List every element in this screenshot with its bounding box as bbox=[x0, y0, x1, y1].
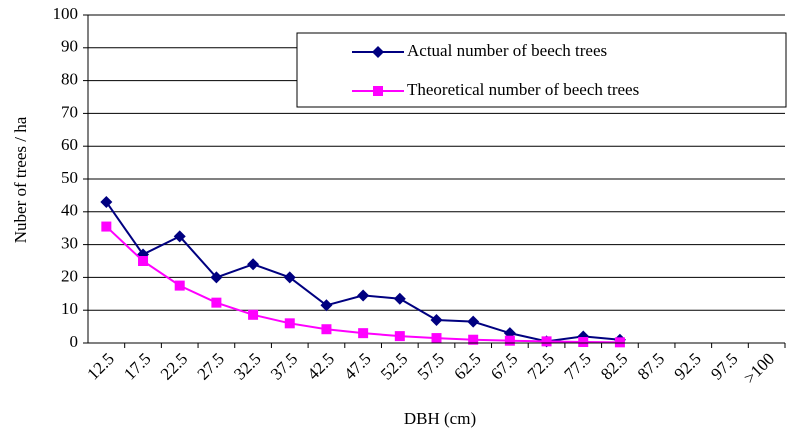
point bbox=[468, 334, 479, 345]
x-tick-label: 27.5 bbox=[194, 349, 228, 383]
x-axis-title: DBH (cm) bbox=[404, 409, 476, 428]
point bbox=[320, 299, 333, 312]
legend-label: Theoretical number of beech trees bbox=[407, 80, 639, 99]
y-tick-label: 30 bbox=[61, 234, 78, 253]
point bbox=[578, 337, 589, 348]
point bbox=[101, 221, 112, 232]
x-tick-label: 67.5 bbox=[487, 349, 521, 383]
y-tick-label: 80 bbox=[61, 70, 78, 89]
y-tick-label: 100 bbox=[53, 4, 79, 23]
point bbox=[283, 271, 296, 284]
x-tick-label: 32.5 bbox=[230, 349, 264, 383]
point bbox=[430, 314, 443, 327]
point bbox=[467, 315, 480, 328]
x-tick-label: 62.5 bbox=[450, 349, 484, 383]
x-tick-label: 12.5 bbox=[83, 349, 117, 383]
point bbox=[100, 195, 113, 208]
point bbox=[174, 280, 185, 291]
point bbox=[394, 331, 405, 342]
x-tick-label: 22.5 bbox=[157, 349, 191, 383]
point bbox=[138, 256, 149, 266]
point bbox=[211, 297, 222, 308]
x-tick-label: 52.5 bbox=[377, 349, 411, 383]
y-tick-label: 10 bbox=[61, 299, 78, 318]
legend-marker bbox=[372, 46, 384, 58]
x-tick-label: 47.5 bbox=[340, 349, 374, 383]
y-tick-label: 70 bbox=[61, 102, 78, 121]
x-tick-label: 82.5 bbox=[597, 349, 631, 383]
point bbox=[248, 309, 259, 320]
point bbox=[504, 335, 515, 346]
y-tick-label: 50 bbox=[61, 168, 78, 187]
x-tick-label: 77.5 bbox=[560, 349, 594, 383]
x-tick-label: 97.5 bbox=[707, 349, 741, 383]
y-tick-label: 20 bbox=[61, 266, 78, 285]
y-tick-label: 90 bbox=[61, 37, 78, 56]
point bbox=[541, 336, 552, 347]
y-axis-title: Nuber of trees / ha bbox=[11, 116, 30, 243]
legend-marker bbox=[373, 86, 383, 96]
point bbox=[393, 292, 406, 305]
series-line bbox=[105, 201, 621, 343]
y-tick-label: 40 bbox=[61, 201, 78, 220]
point bbox=[614, 337, 625, 348]
legend-label: Actual number of beech trees bbox=[407, 41, 607, 60]
x-tick-label: 72.5 bbox=[524, 349, 558, 383]
point bbox=[358, 328, 369, 339]
point bbox=[431, 333, 442, 344]
x-tick-label: 87.5 bbox=[634, 349, 668, 383]
x-tick-label: 37.5 bbox=[267, 349, 301, 383]
x-tick-label: >100 bbox=[740, 349, 778, 387]
point bbox=[173, 230, 186, 243]
point bbox=[321, 324, 332, 335]
x-tick-label: 57.5 bbox=[414, 349, 448, 383]
y-tick-label: 0 bbox=[70, 332, 79, 351]
point bbox=[284, 318, 295, 329]
point bbox=[247, 258, 260, 271]
point bbox=[210, 271, 223, 284]
point bbox=[357, 289, 370, 302]
x-tick-label: 92.5 bbox=[670, 349, 704, 383]
x-tick-label: 42.5 bbox=[304, 349, 338, 383]
x-tick-label: 17.5 bbox=[120, 349, 154, 383]
y-tick-label: 60 bbox=[61, 135, 78, 154]
